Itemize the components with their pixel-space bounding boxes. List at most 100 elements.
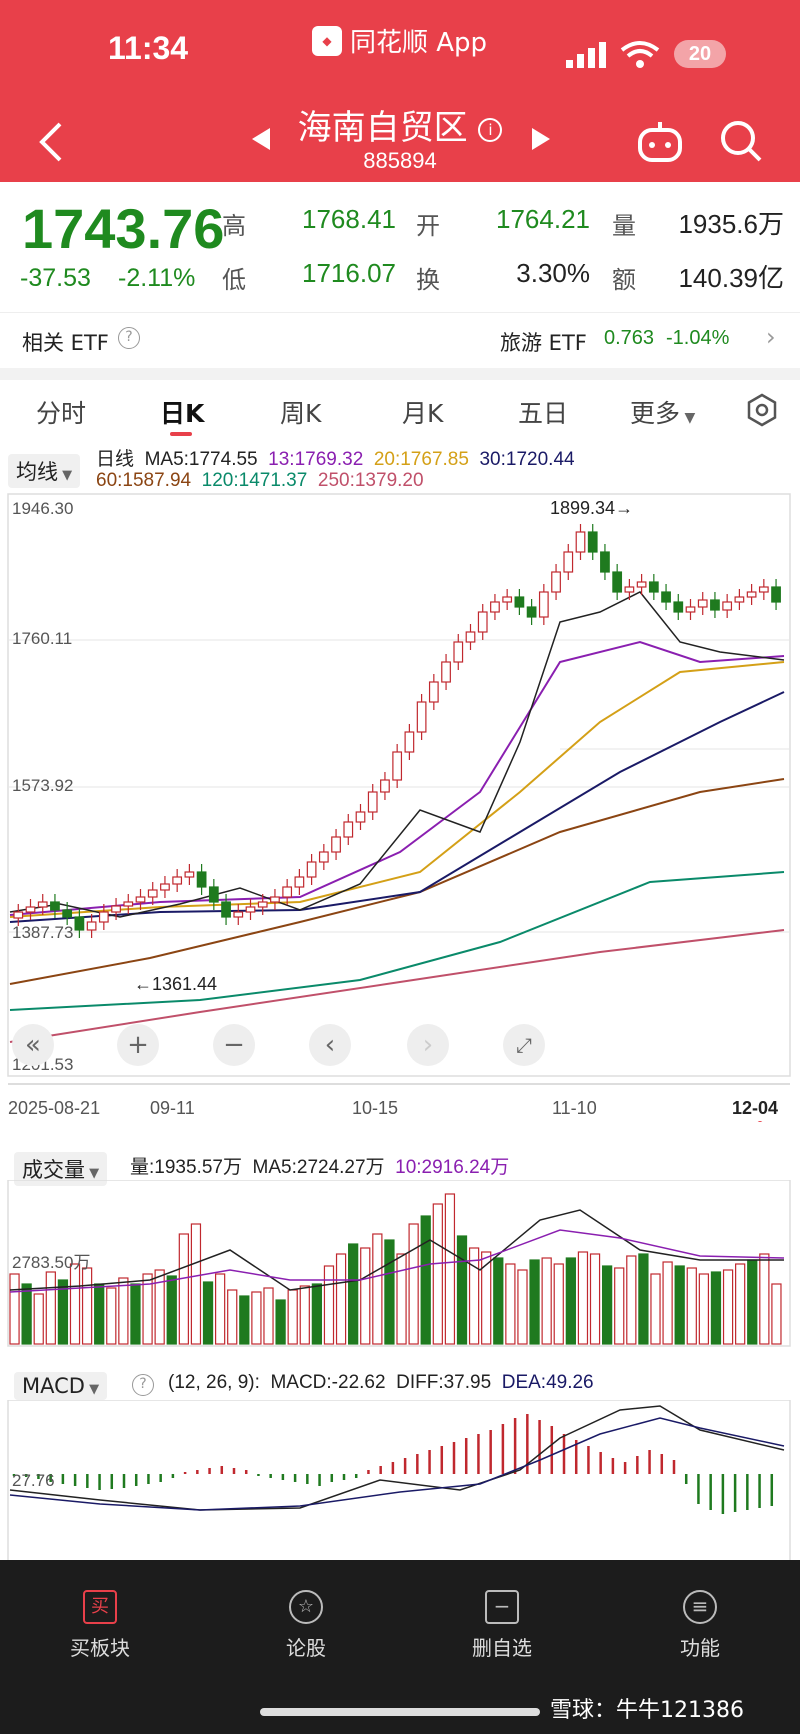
macd-select[interactable]: MACD ▼ xyxy=(14,1372,108,1400)
candle xyxy=(233,911,244,918)
volume-bar xyxy=(287,1289,298,1345)
app-banner-label: 同花顺 App xyxy=(350,28,488,58)
candle xyxy=(37,901,48,908)
nav-discuss[interactable]: ☆ 论股 xyxy=(256,1590,356,1661)
watermark: 雪球：牛牛121386 xyxy=(550,1698,744,1723)
stock-name: 海南自贸区 xyxy=(297,108,468,148)
tab-more[interactable]: 更多 ▼ xyxy=(630,394,695,430)
current-marker-dot xyxy=(757,1121,763,1122)
ma120-line xyxy=(9,871,785,1011)
volume-bar xyxy=(21,1283,32,1345)
ma30-line xyxy=(9,691,785,923)
volume-bar xyxy=(614,1267,625,1345)
nav-functions[interactable]: ≡ 功能 xyxy=(650,1590,750,1661)
candle xyxy=(208,886,219,903)
indicator-select-label: 均线 xyxy=(16,460,58,484)
ma-legend-row1: 日线 MA5:1774.55 13:1769.32 20:1767.85 30:… xyxy=(96,444,575,471)
bottom-nav: 买 买板块 ☆ 论股 − 删自选 ≡ 功能 xyxy=(0,1560,800,1734)
indicator-select[interactable]: 均线 ▼ xyxy=(8,454,81,488)
x-axis-label: 10-15 xyxy=(352,1098,398,1118)
tab-intraday[interactable]: 分时 xyxy=(36,399,87,428)
kline-candles xyxy=(13,524,781,938)
scroll-right-button[interactable]: › xyxy=(407,1024,449,1066)
volume-bar xyxy=(408,1223,419,1345)
macd-histogram xyxy=(12,1414,774,1514)
volume-bar xyxy=(299,1285,310,1345)
back-icon[interactable] xyxy=(36,120,66,164)
zoom-out-button[interactable]: − xyxy=(213,1024,255,1066)
low-value: 1716.07 xyxy=(302,258,396,288)
volume-legend-item: MA5:2724.27万 xyxy=(252,1157,385,1178)
section-divider xyxy=(0,368,800,380)
volume-bar xyxy=(263,1287,274,1345)
wifi-icon xyxy=(620,41,660,68)
candle xyxy=(221,901,231,918)
search-icon[interactable] xyxy=(718,118,764,164)
nav-buy-sector[interactable]: 买 买板块 xyxy=(50,1590,150,1661)
app-banner[interactable]: ◆ 同花顺 App xyxy=(312,22,487,59)
volume-bar xyxy=(142,1273,153,1345)
open-value: 1764.21 xyxy=(496,204,590,234)
fullscreen-button[interactable]: ⤢ xyxy=(503,1024,545,1066)
settings-icon[interactable] xyxy=(744,392,780,428)
volume-bar xyxy=(214,1273,226,1345)
tab-weekly[interactable]: 周K xyxy=(280,399,322,428)
zoom-in-button[interactable]: + xyxy=(117,1024,159,1066)
macd-chart[interactable]: 27.76 xyxy=(0,1400,800,1568)
volume-chart[interactable]: 2783.50万 xyxy=(0,1180,800,1348)
candle xyxy=(734,596,745,603)
volume-bar xyxy=(444,1193,456,1345)
volume-label: 量 xyxy=(612,212,636,240)
kline-chart[interactable]: 1899.34→ ←1361.44 1946.30 1760.11 1573.9… xyxy=(0,492,800,1122)
price-change-pct: -2.11% xyxy=(118,264,196,292)
volume-bar xyxy=(468,1247,480,1345)
volume-bar xyxy=(348,1243,359,1345)
tab-five-day[interactable]: 五日 xyxy=(518,399,569,428)
volume-bar xyxy=(481,1251,492,1345)
tab-monthly[interactable]: 月K xyxy=(402,399,444,428)
next-stock-icon[interactable] xyxy=(530,126,552,152)
robot-icon[interactable] xyxy=(636,118,684,166)
volume-y-label: 2783.50万 xyxy=(12,1253,90,1272)
ma-legend-item: 13:1769.32 xyxy=(268,449,364,470)
x-axis-label: 11-10 xyxy=(552,1098,597,1118)
macd-legend-item: DIFF:37.95 xyxy=(396,1372,492,1393)
candle xyxy=(404,731,415,753)
amount-label: 额 xyxy=(612,266,636,294)
help-icon[interactable]: ? xyxy=(132,1374,154,1396)
kline-gridlines xyxy=(8,639,790,933)
candle xyxy=(160,883,170,891)
volume-bar xyxy=(178,1233,189,1345)
turnover-label: 换 xyxy=(416,266,440,294)
candle xyxy=(147,889,158,898)
volume-bar xyxy=(589,1253,601,1345)
candle xyxy=(111,905,121,913)
candle xyxy=(74,916,85,931)
candle xyxy=(257,901,268,908)
home-indicator[interactable] xyxy=(260,1708,540,1716)
volume-legend-item: 量:1935.57万 xyxy=(130,1157,242,1178)
volume-bar xyxy=(674,1265,685,1345)
etf-name: 旅游 ETF xyxy=(500,331,587,355)
related-etf-row[interactable]: 相关 ETF ? 旅游 ETF 0.763 -1.04% › xyxy=(0,312,800,368)
volume-bar xyxy=(384,1239,395,1345)
scroll-left-button[interactable]: ‹ xyxy=(309,1024,351,1066)
nav-label: 删自选 xyxy=(472,1636,532,1660)
tab-daily[interactable]: 日K xyxy=(160,399,205,428)
minus-box-icon: − xyxy=(485,1590,519,1624)
nav-remove-watchlist[interactable]: − 删自选 xyxy=(452,1590,552,1661)
ma-legend-item: MA5:1774.55 xyxy=(144,449,258,470)
volume-bar xyxy=(698,1273,710,1345)
ma-legend-row2: 60:1587.94 120:1471.37 250:1379.20 xyxy=(96,470,424,492)
last-price: 1743.76 xyxy=(22,197,225,260)
help-icon[interactable]: ? xyxy=(118,327,140,349)
volume-bar xyxy=(493,1257,504,1345)
app-header: 11:34 ◆ 同花顺 App 20 海南自贸区 i 885894 xyxy=(0,0,800,182)
info-icon[interactable]: i xyxy=(478,117,503,142)
rewind-button[interactable]: « xyxy=(12,1024,54,1066)
candle xyxy=(697,599,708,608)
prev-stock-icon[interactable] xyxy=(250,126,272,152)
ma250-line xyxy=(9,929,785,1043)
candle xyxy=(416,701,427,733)
volume-bar xyxy=(650,1273,661,1345)
